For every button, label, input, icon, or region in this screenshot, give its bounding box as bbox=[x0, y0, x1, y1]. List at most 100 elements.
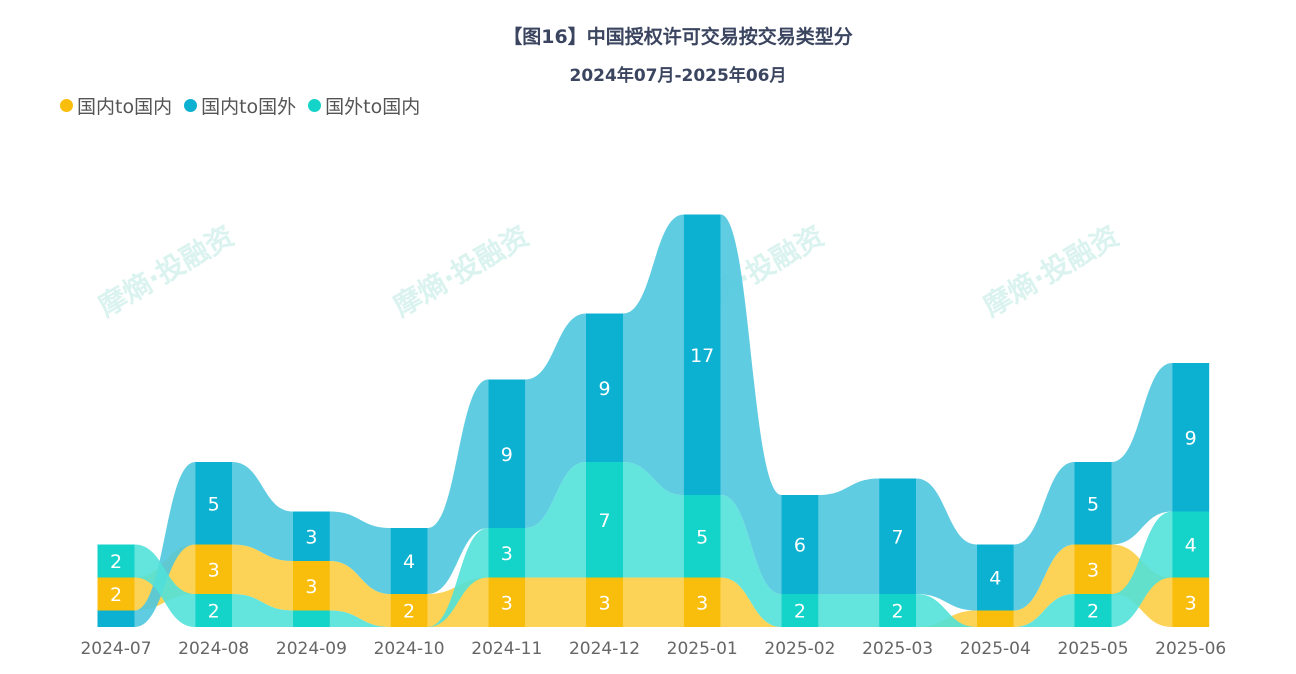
bar-segment bbox=[390, 594, 428, 627]
data-label: 7 bbox=[598, 510, 610, 532]
legend: 国内to国内 国内to国外 国外to国内 bbox=[60, 92, 420, 119]
bar-segment bbox=[97, 610, 135, 627]
ribbon-2 bbox=[232, 594, 293, 627]
ribbon-0 bbox=[329, 561, 391, 627]
ribbon-1 bbox=[818, 478, 880, 594]
ribbon-2 bbox=[427, 528, 489, 627]
ribbon-2 bbox=[720, 495, 782, 627]
data-label: 2 bbox=[403, 601, 415, 623]
x-tick-label: 2025-05 bbox=[1057, 639, 1128, 659]
legend-item[interactable]: 国外to国内 bbox=[308, 92, 420, 119]
chart-subtitle: 2024年07月-2025年06月 bbox=[569, 66, 787, 86]
ribbon-1 bbox=[427, 379, 489, 594]
ribbon-1 bbox=[916, 478, 977, 611]
ribbon-0 bbox=[623, 577, 684, 627]
ribbon-1 bbox=[623, 214, 684, 495]
data-label: 3 bbox=[696, 592, 708, 614]
data-label: 4 bbox=[1185, 535, 1197, 557]
legend-dot-icon bbox=[60, 99, 73, 112]
x-tick-label: 2024-11 bbox=[471, 639, 542, 659]
bar-segment bbox=[195, 544, 233, 594]
x-tick-label: 2024-10 bbox=[374, 639, 445, 659]
data-label: 3 bbox=[1087, 559, 1099, 581]
ribbon-1 bbox=[232, 462, 293, 561]
bar-segment bbox=[879, 478, 917, 594]
bar-segment bbox=[683, 577, 721, 627]
bar-segment bbox=[97, 544, 135, 578]
data-label: 4 bbox=[403, 551, 415, 573]
bar-segment bbox=[1074, 594, 1112, 627]
ribbon-0 bbox=[525, 577, 586, 627]
ribbon-2 bbox=[1013, 594, 1075, 627]
bar-segment bbox=[1074, 462, 1112, 545]
x-tick-label: 2025-01 bbox=[667, 639, 738, 659]
bar-segment bbox=[292, 561, 330, 611]
legend-dot-icon bbox=[184, 99, 198, 112]
data-label: 3 bbox=[305, 526, 317, 548]
x-tick-label: 2024-12 bbox=[569, 639, 640, 659]
data-label: 2 bbox=[892, 601, 904, 623]
ribbon-1 bbox=[134, 462, 196, 627]
data-label: 9 bbox=[1185, 427, 1197, 449]
bar-segment bbox=[586, 577, 623, 627]
ribbon-2 bbox=[525, 462, 586, 578]
data-label: 2 bbox=[110, 584, 122, 606]
ribbon-1 bbox=[1111, 363, 1173, 545]
data-label: 2 bbox=[794, 601, 806, 623]
bar-segment bbox=[683, 214, 721, 495]
x-tick-label: 2025-06 bbox=[1155, 639, 1226, 659]
data-label: 3 bbox=[208, 559, 220, 581]
data-label: 2 bbox=[208, 601, 220, 623]
ribbon-1 bbox=[329, 511, 391, 594]
chart-title: 【图16】中国授权许可交易按交易类型分 bbox=[503, 26, 853, 48]
bar-segment bbox=[781, 594, 819, 627]
data-label: 3 bbox=[501, 543, 513, 565]
data-label: 17 bbox=[690, 345, 714, 367]
bar-segment bbox=[1172, 363, 1210, 512]
bar-segment bbox=[879, 594, 917, 627]
data-label: 6 bbox=[794, 535, 806, 557]
legend-item[interactable]: 国内to国外 bbox=[184, 92, 296, 119]
data-label: 3 bbox=[501, 592, 513, 614]
data-label: 5 bbox=[696, 526, 708, 548]
bar-segment bbox=[292, 511, 330, 561]
bar-segment bbox=[97, 577, 135, 611]
data-label: 7 bbox=[892, 526, 904, 548]
legend-dot-icon bbox=[308, 99, 322, 112]
ribbon-0 bbox=[1013, 544, 1075, 627]
data-label: 3 bbox=[305, 576, 317, 598]
bar-segment bbox=[488, 379, 526, 528]
bar-segment bbox=[586, 313, 623, 462]
ribbon-1 bbox=[1013, 462, 1075, 611]
data-label: 9 bbox=[598, 378, 610, 400]
ribbon-2 bbox=[134, 544, 196, 627]
x-tick-label: 2024-09 bbox=[276, 639, 347, 659]
ribbon-2 bbox=[329, 610, 391, 627]
data-label: 4 bbox=[989, 568, 1001, 590]
ribbon-1 bbox=[720, 214, 782, 594]
bar-segment bbox=[586, 462, 623, 578]
ribbon-2 bbox=[916, 594, 977, 627]
data-label: 2 bbox=[110, 551, 122, 573]
bar-segment bbox=[390, 528, 428, 594]
legend-label: 国外to国内 bbox=[325, 96, 421, 118]
bar-segment bbox=[195, 462, 233, 545]
x-tick-label: 2025-03 bbox=[862, 639, 933, 659]
x-tick-label: 2025-04 bbox=[960, 639, 1031, 659]
data-label: 5 bbox=[1087, 493, 1099, 515]
ribbon-2 bbox=[623, 462, 684, 578]
x-tick-label: 2025-02 bbox=[764, 639, 835, 659]
legend-label: 国内to国外 bbox=[201, 96, 297, 118]
bar-segment bbox=[1074, 544, 1112, 594]
legend-label: 国内to国内 bbox=[77, 96, 173, 118]
bar-segment bbox=[976, 610, 1014, 627]
legend-item[interactable]: 国内to国内 bbox=[60, 92, 172, 119]
data-label: 2 bbox=[1087, 601, 1099, 623]
x-tick-label: 2024-08 bbox=[178, 639, 249, 659]
data-label: 3 bbox=[598, 592, 610, 614]
x-tick-label: 2024-07 bbox=[80, 639, 151, 659]
bar-segment bbox=[1172, 511, 1210, 578]
data-label: 3 bbox=[1185, 592, 1197, 614]
bar-segment bbox=[1172, 577, 1210, 627]
data-label: 5 bbox=[208, 493, 220, 515]
